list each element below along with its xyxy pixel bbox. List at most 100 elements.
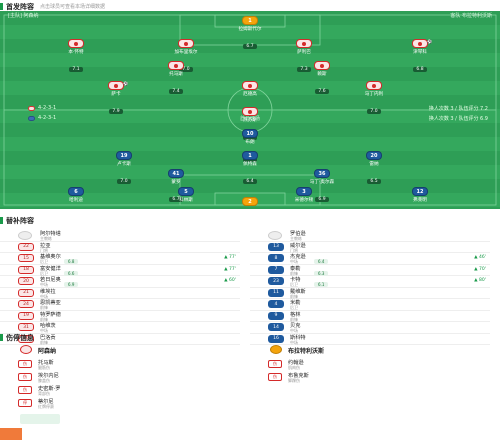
sub-row[interactable]: 11 戴维斯 前锋 xyxy=(250,288,490,299)
sub-row[interactable]: 22 拉亚 门将 xyxy=(0,242,240,253)
sub-row[interactable]: 8 杰克逊 中场 6.4 ▲ 46' xyxy=(250,253,490,265)
sub-name: 拉亚 xyxy=(40,242,51,249)
home-player[interactable]: 本·怀特 7.1 xyxy=(56,39,96,74)
injury-footer-chip xyxy=(20,414,60,424)
home-player[interactable]: 马丁内利 7.0 xyxy=(354,81,394,116)
sub-position: 前锋 xyxy=(290,293,298,299)
injury-header: 伤停信息 xyxy=(0,331,500,344)
injury-player: 托马斯 xyxy=(38,360,54,366)
sub-row[interactable]: 4 米勒 后卫 xyxy=(250,299,490,311)
sub-row[interactable]: 9 格林 前锋 xyxy=(250,311,490,322)
home-player[interactable]: 萨利巴 7.3 xyxy=(284,39,324,74)
away-player[interactable]: 41 蒙罗 6.7 xyxy=(156,169,196,204)
section-accent-bar xyxy=(0,3,3,10)
sub-row[interactable]: 31 哈维茨 中场 xyxy=(0,322,240,334)
away-player-rating: 7.0 xyxy=(117,179,131,184)
home-coach-row[interactable]: 阿尔特塔 主教练 xyxy=(0,230,240,242)
home-subs-list: 阿尔特塔 主教练 22 拉亚 门将 15 基维奥尔 后卫 6.8 ▲ 77' 1… xyxy=(0,230,240,345)
away-team-name: 布拉特利沃斯 xyxy=(288,348,325,355)
sub-name: 米勒 xyxy=(290,300,301,306)
away-player[interactable]: 2 xyxy=(230,197,270,206)
injury-row[interactable]: 伤 埃尔内尼 膝盖伤 xyxy=(0,372,240,383)
away-player[interactable]: 19 卢卡斯 7.0 xyxy=(104,151,144,186)
home-player[interactable]: 1 拉姆斯代尔 6.7 xyxy=(230,16,270,51)
away-player[interactable]: 1 佩特森 6.4 xyxy=(230,151,270,186)
away-team-label: 客队 布拉特利沃斯 xyxy=(450,13,492,19)
away-player-shirt: 12 xyxy=(412,187,428,196)
coach-role: 主教练 xyxy=(40,236,52,241)
injury-player: 布鲁克斯 xyxy=(288,373,309,379)
injury-badge: 伤 xyxy=(18,360,32,368)
home-player-rating: 6.8 xyxy=(413,67,427,72)
sub-row[interactable]: 18 富安健洋 后卫 6.6 ▲ 77' xyxy=(0,265,240,276)
away-player[interactable]: 6 哈利迪 xyxy=(56,187,96,203)
home-formation-note: 换人次数 3 / 队伍评分 7.2 xyxy=(428,106,488,112)
sub-number: 15 xyxy=(18,254,34,262)
home-player-rating: 7.0 xyxy=(367,109,381,114)
injury-reason: 脚踝伤 xyxy=(288,377,300,383)
sub-row[interactable]: 19 特罗萨德 前锋 xyxy=(0,311,240,322)
sub-name: 特罗萨德 xyxy=(40,311,61,318)
sub-row[interactable]: 20 若日尼奥 中场 6.9 ▲ 60' xyxy=(0,276,240,288)
away-player[interactable]: 20 雷纳 6.5 xyxy=(354,151,394,186)
sub-row[interactable]: 14 贝克 中场 xyxy=(250,322,490,334)
injury-row[interactable]: 伤 托马斯 腿筋伤 xyxy=(0,359,240,370)
sub-in-minute: ▲ 80' xyxy=(474,278,486,283)
sub-row[interactable]: 7 泰勒 前锋 6.3 ▲ 70' xyxy=(250,265,490,276)
sub-position: 后卫 xyxy=(40,270,48,276)
away-player[interactable]: 36 马丁·奥尔森 6.9 xyxy=(302,169,342,204)
sub-number: 31 xyxy=(18,323,34,331)
home-player[interactable]: 津琴科 6.8 ⚽ xyxy=(400,39,440,74)
bottom-tab-indicator[interactable] xyxy=(0,428,22,440)
lineup-subtitle: 点击球员可查看本场详细数据 xyxy=(40,4,106,10)
pitch-stripe xyxy=(0,25,500,39)
sub-row[interactable]: 16 斯科特 中场 xyxy=(250,334,490,345)
home-player-shirt xyxy=(108,81,124,90)
home-player-shirt xyxy=(314,61,330,70)
sub-row[interactable]: 26 巴洛贡 前锋 xyxy=(0,334,240,345)
home-player-shirt: 1 xyxy=(242,16,258,25)
sub-number: 18 xyxy=(18,265,34,274)
injury-player: 蒂尔尼 xyxy=(38,399,54,405)
injury-row[interactable]: 伤 布鲁克斯 脚踝伤 xyxy=(250,372,490,383)
sub-row[interactable]: 21 维埃拉 中场 xyxy=(0,288,240,299)
home-player-name: 萨卡 xyxy=(111,92,121,97)
sub-row[interactable]: 24 恩凯蒂亚 前锋 xyxy=(0,299,240,311)
sub-in-minute: ▲ 70' xyxy=(474,266,486,272)
sub-name: 斯科特 xyxy=(290,334,306,341)
away-coach-row[interactable]: 罗伯逊 主教练 xyxy=(250,230,490,242)
home-player[interactable]: 萨卡 7.9 ⚽ xyxy=(96,81,136,116)
home-player[interactable]: 托马斯 7.4 xyxy=(156,61,196,96)
home-player[interactable]: 赖斯 7.6 xyxy=(302,61,342,96)
home-player-rating: 7.0 xyxy=(179,67,193,72)
away-player-rating: 6.9 xyxy=(315,197,329,202)
away-team-logo-icon xyxy=(270,345,282,354)
sub-number: 14 xyxy=(268,323,284,331)
injury-row[interactable]: 伤 约翰逊 肌肉伤 xyxy=(250,359,490,370)
sub-number: 21 xyxy=(18,288,34,297)
goal-icon: ⚽ xyxy=(123,81,128,86)
away-player-shirt: 19 xyxy=(116,151,132,160)
away-player[interactable]: 12 弗莱明 xyxy=(400,187,440,203)
home-player-shirt xyxy=(168,61,184,70)
sub-row[interactable]: 15 基维奥尔 后卫 6.8 ▲ 77' xyxy=(0,253,240,265)
home-player-name: 托马斯 xyxy=(169,72,183,77)
sub-number: 24 xyxy=(18,300,34,308)
sub-position: 后卫 xyxy=(290,282,298,287)
injury-row[interactable]: 停 蒂尔尼 红牌停赛 xyxy=(0,398,240,409)
away-player-name: 雷纳 xyxy=(369,162,379,167)
coach-avatar-icon xyxy=(18,231,32,240)
injury-row[interactable]: 伤 史密斯·罗 背部伤 xyxy=(0,385,240,396)
home-player[interactable]: 加布里埃尔 7.0 xyxy=(166,39,206,74)
sub-position: 后卫 xyxy=(40,259,48,264)
home-player-shirt xyxy=(296,39,312,48)
away-player-shirt: 20 xyxy=(366,151,382,160)
sub-row[interactable]: 23 卡特 后卫 6.1 ▲ 80' xyxy=(250,276,490,288)
section-accent-bar xyxy=(0,217,3,224)
sub-row[interactable]: 13 威尔逊 门将 xyxy=(250,242,490,253)
sub-name: 基维奥尔 xyxy=(40,254,61,260)
injury-badge: 伤 xyxy=(18,386,32,394)
away-player[interactable]: 3 米德尔顿 xyxy=(284,187,324,203)
away-player[interactable]: 5 科林斯 xyxy=(166,187,206,203)
